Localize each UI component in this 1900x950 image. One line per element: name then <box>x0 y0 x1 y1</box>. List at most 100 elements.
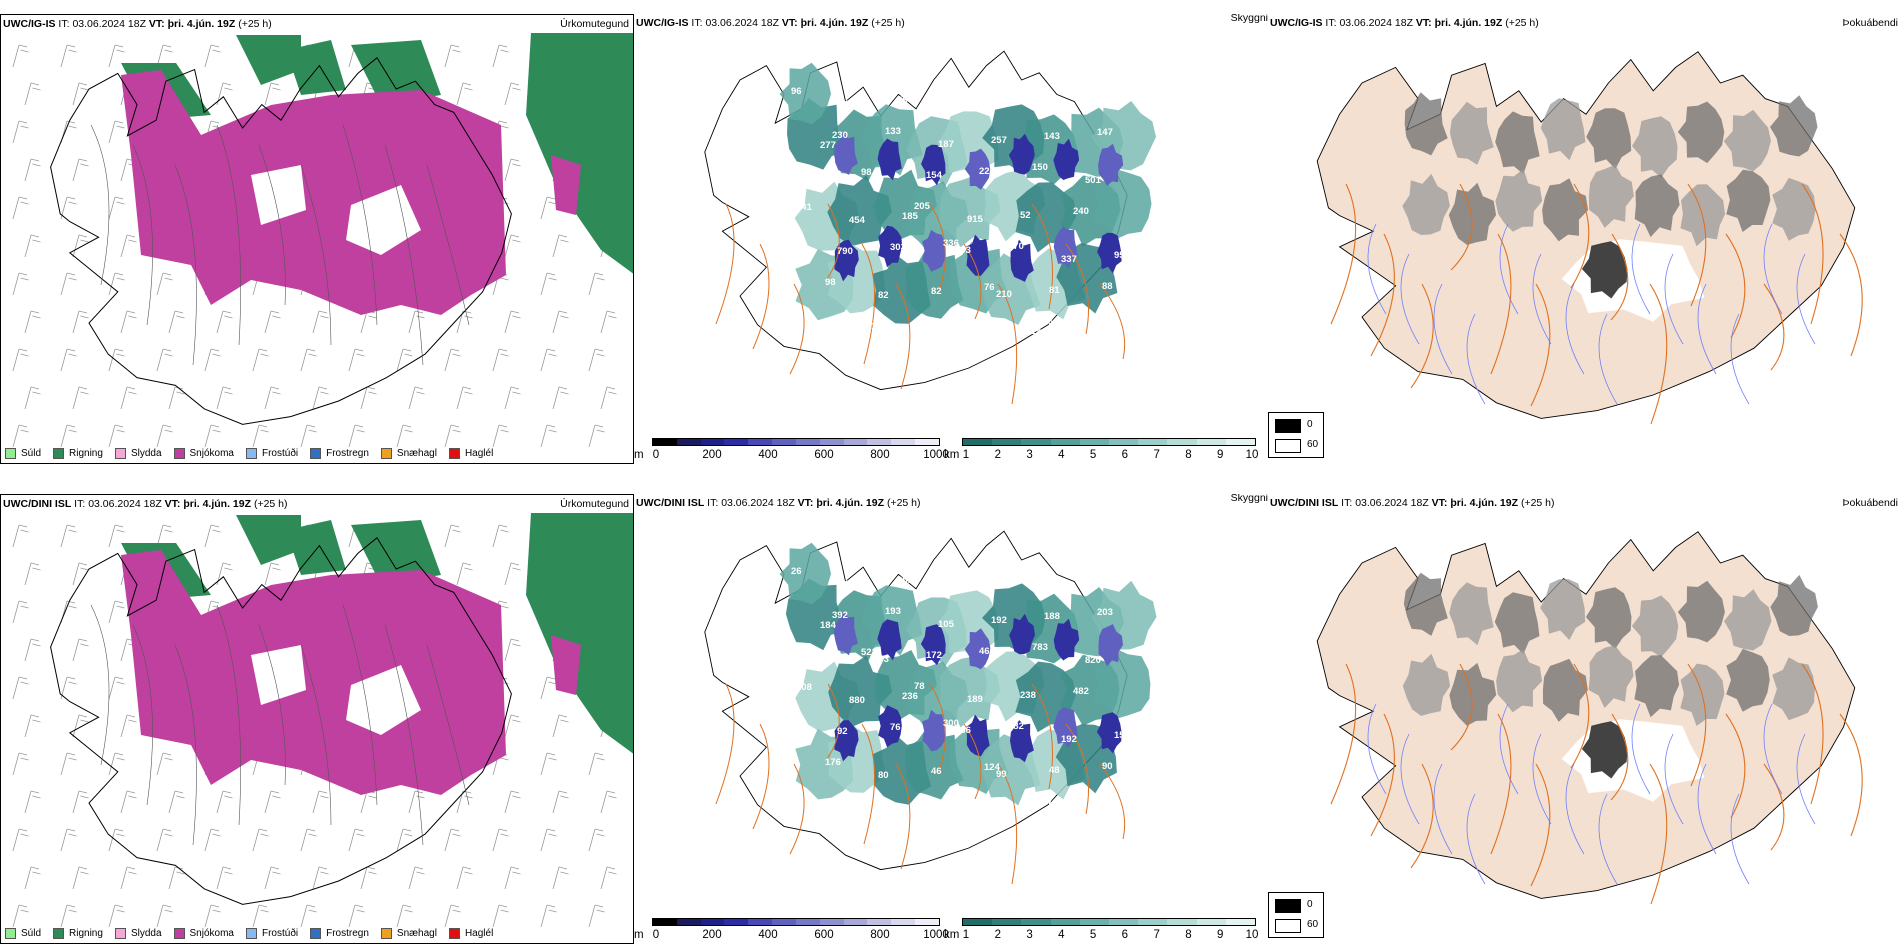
wind-barb <box>456 386 473 410</box>
road-line <box>1610 713 1629 801</box>
cloud-base-label: 78 <box>914 681 925 692</box>
init-time: 03.06.2024 18Z <box>1339 17 1413 29</box>
precip-header: UWC/IG-IS IT: 03.06.2024 18Z VT: þri. 4.… <box>3 18 272 30</box>
colorbar-bin <box>772 439 796 445</box>
cloud-base-label: 337 <box>1061 254 1077 265</box>
colorbar-bin <box>1109 439 1139 445</box>
low-cloud-area <box>877 138 902 181</box>
cloud-base-label: 351 <box>897 575 914 586</box>
rain-area-north2 <box>286 520 346 575</box>
wind-barb <box>600 310 617 334</box>
wind-barb <box>300 904 317 928</box>
cloud-base-label: 135 <box>844 99 861 110</box>
colorbar-tick: 10 <box>1245 929 1259 941</box>
legend-swatch <box>310 928 322 939</box>
low-cloud-area <box>1096 712 1122 754</box>
cloud-base-label: 238 <box>1020 690 1036 701</box>
cloud-base-label: 482 <box>1073 686 1089 697</box>
fog-dense-area <box>1581 721 1628 779</box>
wind-barb <box>504 790 521 814</box>
road-line <box>258 144 286 306</box>
wind-barb <box>24 714 41 738</box>
wind-barb <box>168 790 185 814</box>
colorbar-bin <box>795 439 820 445</box>
cloud-base-label: 46 <box>931 766 942 777</box>
fog-key-label: 0 <box>1307 419 1313 430</box>
precip-panel-row2: UWC/DINI ISL IT: 03.06.2024 18Z VT: þri.… <box>0 494 634 944</box>
cloud-map: 26 196 351 196 178 146 198 392 193 105 192 188 203 18… <box>704 530 1157 885</box>
cloud-base-label: 133 <box>885 126 901 137</box>
low-cloud-area <box>1009 613 1035 655</box>
colorbar-tick: 7 <box>1153 929 1160 941</box>
wind-barb <box>60 424 77 448</box>
low-cloud-area <box>1053 138 1080 180</box>
colorbar-bin <box>1167 439 1197 445</box>
road-line <box>1763 763 1785 851</box>
colorbar-unit: m <box>634 929 644 941</box>
wind-barb <box>108 904 125 928</box>
legend-item: Snæhagl <box>380 928 437 939</box>
dry-area-2 <box>251 645 306 705</box>
legend-item: Slydda <box>114 928 162 939</box>
legend-item: Frostúði <box>245 448 298 459</box>
wind-barb <box>12 524 29 548</box>
low-cloud-area <box>921 144 946 186</box>
colorbar-bin <box>700 439 725 445</box>
low-cloud-area <box>878 225 903 268</box>
valid-time: þri. 4.jún. 19Z <box>1450 497 1519 509</box>
colorbar-tick: 400 <box>758 929 778 941</box>
wind-barb <box>60 120 77 144</box>
wind-barb <box>216 790 233 814</box>
colorbar-bin <box>1225 439 1256 445</box>
legend-item: Haglél <box>448 928 493 939</box>
cloud-base-label: 92 <box>837 726 848 737</box>
cloud-base-label: 392 <box>832 610 848 621</box>
coastline <box>1316 51 1856 419</box>
colorbar-bin <box>724 439 749 445</box>
colorbar-bin <box>1109 919 1139 925</box>
it-label: IT: <box>58 18 70 30</box>
road-line <box>426 644 470 806</box>
wind-barb <box>72 386 89 410</box>
fog-key-swatch <box>1275 899 1301 913</box>
colorbar-tick: 2 <box>994 929 1001 941</box>
legend-swatch <box>53 928 65 939</box>
visibility-area <box>905 727 964 800</box>
dry-area <box>346 185 421 255</box>
cloud-base-label: 641 <box>796 202 813 213</box>
wind-barb <box>540 348 557 372</box>
colorbar-tick: 5 <box>1089 449 1097 461</box>
road-line <box>1725 233 1746 339</box>
wind-barb <box>216 866 233 890</box>
wind-barb <box>456 562 473 586</box>
cloud-base-label: 90 <box>1102 761 1113 772</box>
road-line <box>895 763 911 870</box>
precip-legend: Súld Rigning Slydda Snjókoma Frostúði Frostre… <box>5 448 505 462</box>
colorbar-bin <box>772 919 796 925</box>
wind-barb <box>12 424 29 448</box>
fog-index-area <box>1770 574 1818 636</box>
colorbar-bin <box>1079 919 1110 925</box>
cloud-base-label: 108 <box>796 682 812 693</box>
wind-barb <box>264 386 281 410</box>
legend-item: Slydda <box>114 448 162 459</box>
wind-barb <box>72 714 89 738</box>
legend-item: Snjókoma <box>173 928 234 939</box>
cloud-base-label: 952 <box>1114 250 1130 261</box>
wind-barb <box>408 386 425 410</box>
road-line <box>1610 233 1629 321</box>
legend-swatch <box>5 928 16 939</box>
wind-barb <box>588 904 605 928</box>
wind-barb <box>300 348 317 372</box>
cloud-base-label: 91 <box>866 321 877 332</box>
wind-barb <box>12 828 29 852</box>
road-line <box>384 144 424 366</box>
wind-barb <box>204 44 221 68</box>
road-line <box>1370 233 1395 357</box>
cloud-base-label: 176 <box>825 757 841 768</box>
wind-barb <box>60 44 77 68</box>
wind-barb <box>504 234 521 258</box>
colorbar-bin <box>748 439 773 445</box>
fog-index-area <box>1724 589 1772 651</box>
wind-barb <box>552 386 569 410</box>
